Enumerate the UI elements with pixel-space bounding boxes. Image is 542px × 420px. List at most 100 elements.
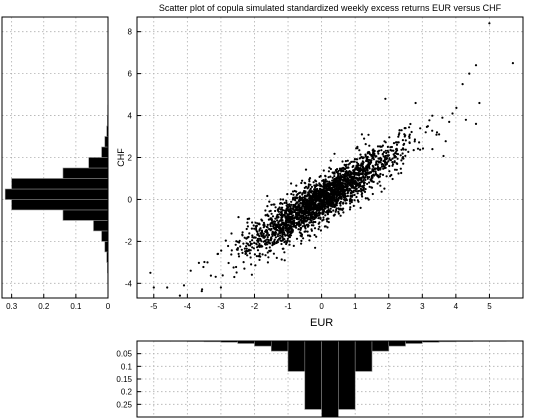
scatter-point (374, 170, 377, 173)
scatter-point (286, 237, 289, 240)
scatter-point (324, 193, 327, 197)
y-axis-label: CHF (116, 148, 126, 167)
scatter-point (248, 252, 251, 255)
scatter-point (322, 218, 325, 221)
scatter-point (272, 223, 275, 227)
bottom-histogram-bar (321, 340, 339, 418)
scatter-point (376, 150, 379, 153)
scatter-point (308, 180, 311, 183)
scatter-point (468, 72, 471, 75)
scatter-point (395, 162, 398, 165)
scatter-point (426, 125, 429, 128)
scatter-point (329, 201, 332, 204)
scatter-point (230, 253, 233, 256)
scatter-point (264, 254, 267, 257)
scatter-point (303, 205, 306, 208)
scatter-point (348, 208, 352, 211)
scatter-point (344, 179, 347, 182)
scatter-point (448, 120, 451, 123)
scatter-point (400, 159, 403, 162)
scatter-point (200, 290, 203, 293)
scatter-point (299, 196, 302, 200)
scatter-point (309, 213, 312, 216)
y-tick-label: 8 (128, 28, 133, 37)
scatter-point (360, 193, 363, 196)
scatter-point (282, 229, 285, 232)
bottom-histogram-bar (254, 340, 272, 347)
scatter-point (357, 186, 360, 189)
scatter-point (379, 167, 382, 170)
scatter-point (249, 249, 252, 252)
x-tick-label: -5 (150, 302, 158, 311)
y-tick-label: 2 (128, 154, 133, 163)
scatter-point (311, 200, 315, 203)
scatter-point (328, 210, 331, 213)
scatter-point (219, 286, 222, 289)
scatter-point (385, 151, 388, 155)
scatter-point (397, 135, 400, 138)
scatter-point (283, 233, 286, 236)
scatter-point (314, 199, 317, 202)
scatter-point (392, 149, 395, 152)
scatter-point (273, 238, 276, 241)
scatter-point (301, 198, 304, 201)
scatter-point (363, 173, 367, 176)
scatter-point (350, 199, 353, 202)
scatter-point (347, 173, 350, 176)
scatter-point (397, 172, 400, 175)
scatter-point (364, 143, 367, 146)
scatter-point (400, 129, 403, 132)
scatter-point (350, 200, 353, 204)
scatter-point (278, 213, 281, 216)
scatter-point (372, 158, 375, 161)
scatter-point (254, 221, 257, 224)
scatter-point (349, 206, 352, 209)
scatter-point (267, 218, 270, 221)
scatter-point (388, 136, 391, 139)
scatter-point (329, 167, 332, 171)
scatter-point (335, 202, 338, 205)
scatter-point (347, 163, 350, 166)
scatter-point (306, 193, 309, 196)
scatter-point (394, 152, 397, 155)
scatter-point (334, 205, 337, 208)
scatter-point (384, 160, 387, 163)
scatter-point (342, 207, 345, 210)
scatter-point (333, 195, 336, 199)
scatter-point (357, 183, 360, 187)
scatter-point (356, 158, 359, 161)
scatter-point (414, 101, 417, 105)
scatter-point (428, 119, 431, 122)
scatter-point (270, 203, 273, 206)
scatter-point (233, 275, 236, 279)
scatter-point (366, 155, 369, 159)
scatter-point (368, 161, 371, 164)
left-histogram-bar (101, 146, 109, 158)
scatter-point (304, 191, 307, 194)
scatter-point (272, 252, 275, 255)
x-tick-label: 3 (420, 302, 425, 311)
scatter-point (243, 247, 246, 250)
scatter-point (326, 180, 329, 183)
scatter-point (341, 182, 344, 185)
scatter-point (339, 214, 342, 217)
scatter-point (327, 176, 330, 179)
scatter-point (286, 209, 289, 212)
scatter-point (166, 286, 169, 289)
scatter-point (289, 211, 292, 214)
scatter-point (261, 253, 264, 256)
scatter-point (360, 162, 363, 165)
scatter-point (284, 240, 287, 243)
bottom-tick-label: 0.2 (121, 388, 133, 397)
scatter-point (373, 152, 376, 155)
scatter-point (314, 197, 317, 200)
scatter-point (305, 214, 308, 217)
scatter-point (360, 177, 363, 180)
scatter-point (249, 242, 252, 245)
scatter-point (206, 261, 209, 264)
scatter-point (329, 182, 332, 185)
scatter-point (285, 220, 288, 223)
scatter-point (340, 193, 343, 196)
bottom-histogram-bar (304, 340, 322, 410)
scatter-point (286, 239, 289, 242)
